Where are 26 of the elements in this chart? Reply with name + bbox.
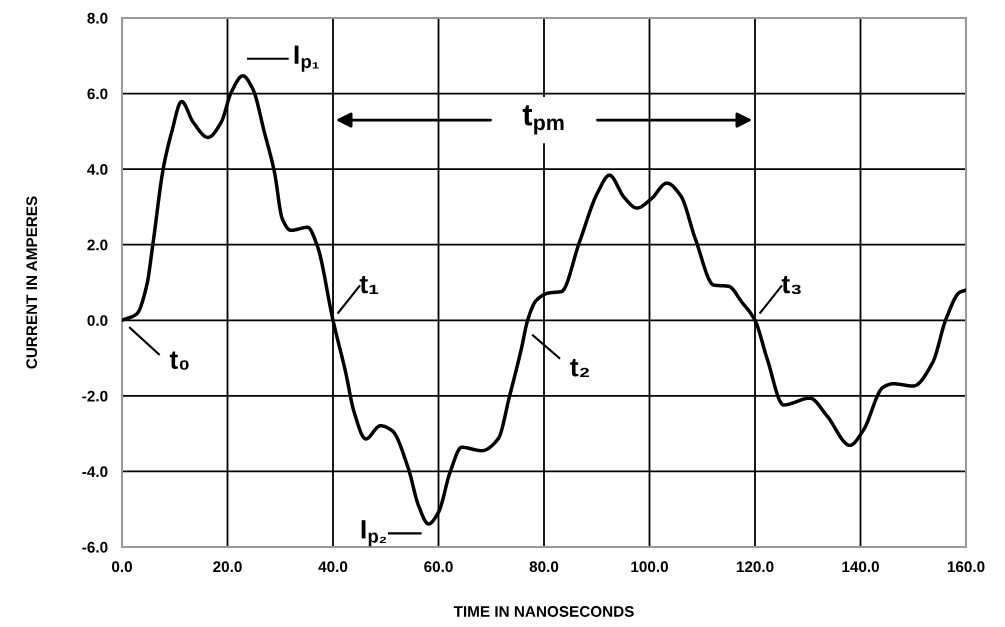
annotation: I$_{p₁}$ <box>294 45 319 72</box>
annotation: t₁ <box>359 275 379 294</box>
annotation: t₂ <box>570 359 589 378</box>
x-tick-label: 80.0 <box>529 561 559 573</box>
y-tick-label: 6.0 <box>87 88 108 100</box>
annotation: t₃ <box>781 275 801 295</box>
x-axis-title: TIME IN NANOSECONDS <box>453 606 634 617</box>
x-tick-label: 120.0 <box>736 561 774 573</box>
y-tick-label: -2.0 <box>82 390 108 402</box>
annotation: I$_{p₂}$ <box>361 520 386 547</box>
annotation: t₀ <box>169 351 189 370</box>
x-tick-label: 60.0 <box>424 561 453 573</box>
y-tick-label: -4.0 <box>82 466 108 478</box>
y-tick-label: 2.0 <box>87 239 108 251</box>
x-tick-label: 40.0 <box>318 561 348 573</box>
x-tick-label: 160.0 <box>947 561 985 573</box>
x-tick-label: 20.0 <box>213 561 242 573</box>
y-tick-label: 8.0 <box>87 12 108 24</box>
y-axis-title: CURRENT IN AMPERES <box>26 196 38 369</box>
x-tick-label: 140.0 <box>842 561 879 573</box>
y-tick-label: 0.0 <box>87 315 108 326</box>
x-tick-label: 0.0 <box>111 561 132 573</box>
y-tick-label: -6.0 <box>82 541 108 553</box>
annotation: t$_{pm}$ <box>522 105 564 135</box>
x-tick-label: 100.0 <box>631 561 668 573</box>
y-tick-label: 4.0 <box>87 164 108 175</box>
